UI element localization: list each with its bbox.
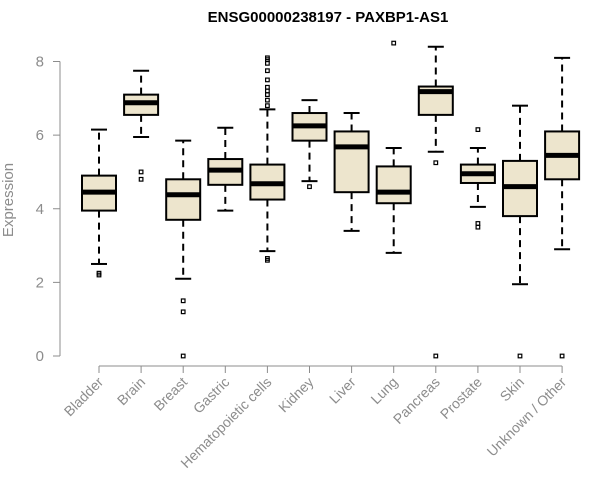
- outlier-point: [265, 97, 270, 103]
- outlier-point: [433, 353, 439, 359]
- chart-title: ENSG00000238197 - PAXBP1-AS1: [208, 9, 449, 26]
- y-tick-label: 8: [36, 54, 44, 71]
- outlier-point: [307, 184, 312, 190]
- box-iqr: [165, 178, 202, 221]
- box-iqr: [375, 165, 412, 205]
- box-lung: [375, 40, 412, 254]
- boxes-layer: [81, 40, 581, 359]
- x-tick-label: Breast: [150, 374, 190, 414]
- outlier-point: [433, 160, 439, 166]
- x-tick-label: Pancreas: [390, 374, 443, 427]
- outlier-point: [265, 84, 270, 90]
- y-tick-label: 4: [36, 201, 44, 218]
- outlier-point: [265, 88, 270, 94]
- outlier-point: [180, 309, 186, 315]
- box-unknown-other: [544, 56, 581, 359]
- box-hematopoietic-cells: [249, 55, 286, 263]
- outlier-point: [96, 270, 102, 276]
- outlier-point: [265, 77, 270, 83]
- y-axis-label: Expression: [0, 163, 17, 237]
- outlier-point: [265, 55, 270, 61]
- box-iqr: [333, 130, 370, 194]
- outlier-point: [265, 92, 270, 98]
- y-axis: 0 2 4 6 8: [36, 54, 61, 365]
- box-brain: [123, 69, 160, 182]
- box-kidney: [291, 99, 328, 190]
- x-tick-label: Prostate: [437, 374, 485, 422]
- box-breast: [165, 139, 202, 359]
- box-bladder: [81, 128, 117, 278]
- outlier-point: [475, 221, 481, 226]
- outlier-point: [517, 353, 523, 359]
- x-tick-label: Bladder: [61, 374, 107, 420]
- y-tick-label: 6: [36, 127, 44, 144]
- outlier-point: [475, 127, 481, 133]
- outlier-point: [138, 169, 144, 175]
- x-tick-label: Unknown / Other: [484, 374, 570, 460]
- x-tick-label: Lung: [367, 374, 400, 407]
- box-gastric: [207, 126, 244, 212]
- outlier-point: [391, 40, 397, 46]
- outlier-point: [265, 103, 270, 109]
- outlier-point: [180, 353, 186, 359]
- outlier-point: [559, 353, 565, 359]
- outlier-point: [138, 176, 144, 182]
- x-tick-label: Liver: [326, 374, 359, 407]
- box-liver: [333, 112, 370, 232]
- box-pancreas: [417, 45, 454, 359]
- outlier-point: [265, 60, 270, 66]
- x-tick-label: Kidney: [275, 374, 317, 416]
- x-tick-label: Brain: [114, 374, 148, 408]
- outlier-point: [180, 298, 186, 304]
- box-skin: [502, 104, 538, 359]
- box-prostate: [459, 127, 496, 230]
- x-tick-label: Skin: [497, 374, 528, 405]
- outlier-point: [475, 224, 481, 230]
- y-tick-label: 2: [36, 274, 44, 291]
- outlier-point: [265, 256, 270, 261]
- outlier-point: [265, 68, 270, 74]
- y-tick-label: 0: [36, 348, 44, 365]
